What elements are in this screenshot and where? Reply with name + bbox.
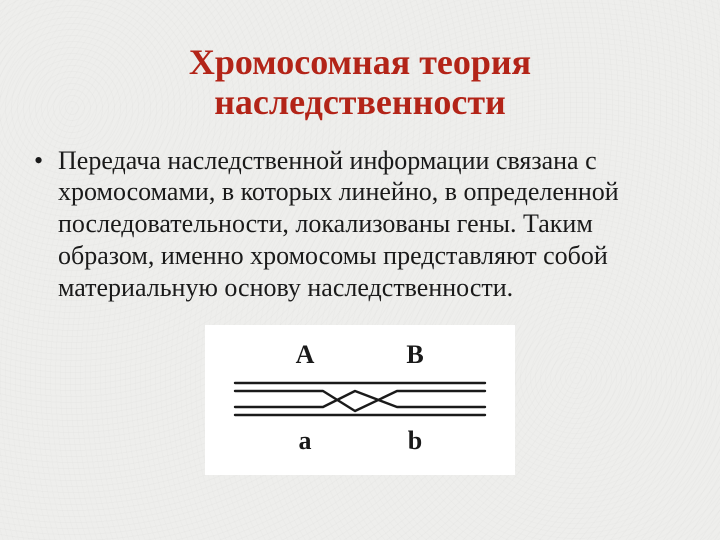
label-a: a: [299, 426, 312, 455]
title-line1: Хромосомная теория: [189, 42, 531, 82]
label-b: b: [408, 426, 422, 455]
diagram-container: A Ba b: [34, 325, 686, 475]
bullet-marker: •: [34, 145, 58, 178]
bullet-block: • Передача наследственной информации свя…: [34, 145, 686, 304]
label-A: A: [296, 340, 315, 369]
slide-title: Хромосомная теория наследственности: [34, 42, 686, 123]
title-line2: наследственности: [214, 82, 506, 122]
label-B: B: [406, 340, 423, 369]
slide: Хромосомная теория наследственности • Пе…: [0, 0, 720, 540]
diagram-background: [205, 325, 515, 475]
bullet-text: Передача наследственной информации связа…: [58, 145, 686, 304]
crossover-diagram: A Ba b: [205, 325, 515, 475]
